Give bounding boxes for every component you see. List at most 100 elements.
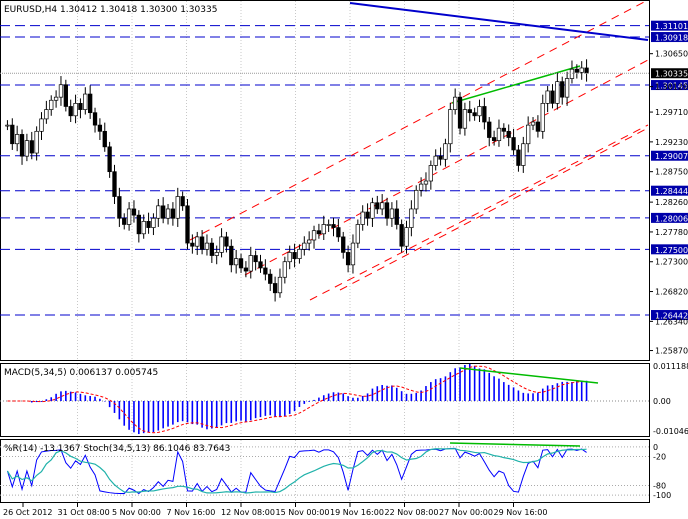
candle-body xyxy=(350,242,356,266)
candle-body xyxy=(457,96,463,129)
candle-body xyxy=(136,214,141,235)
grid xyxy=(77,1,514,502)
candle-body xyxy=(204,242,210,250)
x-tick-label: 26 Oct 2012 xyxy=(3,508,52,517)
candle-body xyxy=(161,205,166,219)
candle-body xyxy=(360,211,365,225)
candle-body xyxy=(243,267,249,272)
candle-body xyxy=(569,68,575,79)
candle-body xyxy=(146,221,151,228)
candle-body xyxy=(122,217,127,225)
candle-body xyxy=(277,276,283,294)
candle-body xyxy=(151,217,156,228)
osc-tick-label: -20 xyxy=(653,453,666,462)
candle-body xyxy=(292,252,297,259)
candle-body xyxy=(39,118,44,132)
y-tick-label: 1.28260 xyxy=(655,198,688,207)
y-tick-label: 1.26820 xyxy=(655,288,688,297)
x-tick-label: 5 Nov 00:00 xyxy=(112,508,161,517)
y-tick-label: 1.25870 xyxy=(655,347,688,356)
x-tick-label: 7 Nov 16:00 xyxy=(167,508,216,517)
candle-body xyxy=(5,124,10,127)
level-label: 1.30145 xyxy=(655,82,688,91)
candle-body xyxy=(29,140,34,154)
level-label: 1.26442 xyxy=(655,312,688,321)
osc-tick-label: -80 xyxy=(653,482,666,491)
macd-signal-line xyxy=(7,365,587,434)
candle-body xyxy=(165,208,171,219)
candle-body xyxy=(238,258,244,269)
price-panel[interactable] xyxy=(0,0,650,361)
candle-body xyxy=(44,109,49,120)
oscillator-title: %R(14) -13.1367 Stoch(34,5,13) 86.1046 8… xyxy=(4,444,230,454)
candle-body xyxy=(521,143,526,166)
candle-body xyxy=(19,134,25,157)
level-label-box xyxy=(651,20,688,31)
candle-body xyxy=(126,208,132,225)
candle-body xyxy=(380,202,385,210)
level-label: 1.29007 xyxy=(655,152,688,161)
x-tick-label: 27 Nov 00:00 xyxy=(439,508,493,517)
candle-body xyxy=(579,67,584,73)
current-price-box xyxy=(651,68,688,79)
candle-body xyxy=(516,149,521,166)
candle-body xyxy=(49,99,54,110)
level-label: 1.28444 xyxy=(655,187,688,196)
candle-body xyxy=(219,236,224,253)
candle-body xyxy=(258,261,263,269)
candle-body xyxy=(117,196,122,219)
candle-body xyxy=(433,155,438,166)
candle-body xyxy=(491,137,497,141)
x-tick-label: 12 Nov 08:00 xyxy=(221,508,275,517)
candle-body xyxy=(83,93,88,110)
level-label-box xyxy=(651,80,688,91)
candle-body xyxy=(199,236,205,250)
candle-body xyxy=(555,81,560,104)
candle-body xyxy=(389,208,395,219)
candle-body xyxy=(141,221,146,235)
candle-body xyxy=(418,183,424,191)
level-label-box xyxy=(651,244,688,255)
level-label-box xyxy=(651,150,688,161)
williams-r-line xyxy=(6,447,587,495)
candle-body xyxy=(535,121,541,132)
level-label-box xyxy=(651,310,688,321)
candle-body xyxy=(10,124,15,145)
macd-panel[interactable] xyxy=(0,363,650,437)
candle-body xyxy=(248,255,253,272)
macd-tick-label: 0.00 xyxy=(653,397,671,406)
level-label-box xyxy=(651,212,688,223)
candle-body xyxy=(272,283,278,294)
candle-body xyxy=(321,224,326,235)
candle-body xyxy=(584,67,589,74)
y-tick-label: 1.30650 xyxy=(655,50,688,59)
candle-body xyxy=(34,130,39,154)
channel-line-upper xyxy=(189,0,649,241)
candle-body xyxy=(287,252,292,263)
x-axis: 26 Oct 2012 31 Oct 08:00 5 Nov 00:00 7 Nov … xyxy=(3,503,547,517)
candle-body xyxy=(263,267,268,275)
candle-body xyxy=(336,227,341,238)
candle-body xyxy=(443,143,448,160)
candle-body xyxy=(311,230,317,241)
candle-body xyxy=(102,130,107,148)
candle-body xyxy=(472,112,477,117)
candle-body xyxy=(404,227,409,247)
y-tick-label: 1.28750 xyxy=(655,168,688,177)
macd-histogram: 0.011188 0.00 -0.010465 xyxy=(0,362,688,436)
y-tick-label: 1.27780 xyxy=(655,228,688,237)
candle-body xyxy=(209,242,214,256)
candle-body xyxy=(268,273,273,284)
candle-body xyxy=(345,252,351,266)
trendline-blue xyxy=(349,2,649,41)
candle-body xyxy=(170,208,176,219)
candle-body xyxy=(564,78,570,98)
candle-body xyxy=(423,180,429,185)
candle-body xyxy=(511,137,516,151)
macd-title: MACD(5,34,5) 0.006137 0.005745 xyxy=(4,368,158,378)
candle-body xyxy=(15,134,20,145)
candle-body xyxy=(195,236,200,247)
candle-body xyxy=(224,236,229,247)
candle-body xyxy=(88,93,93,114)
candle-body xyxy=(550,90,555,104)
